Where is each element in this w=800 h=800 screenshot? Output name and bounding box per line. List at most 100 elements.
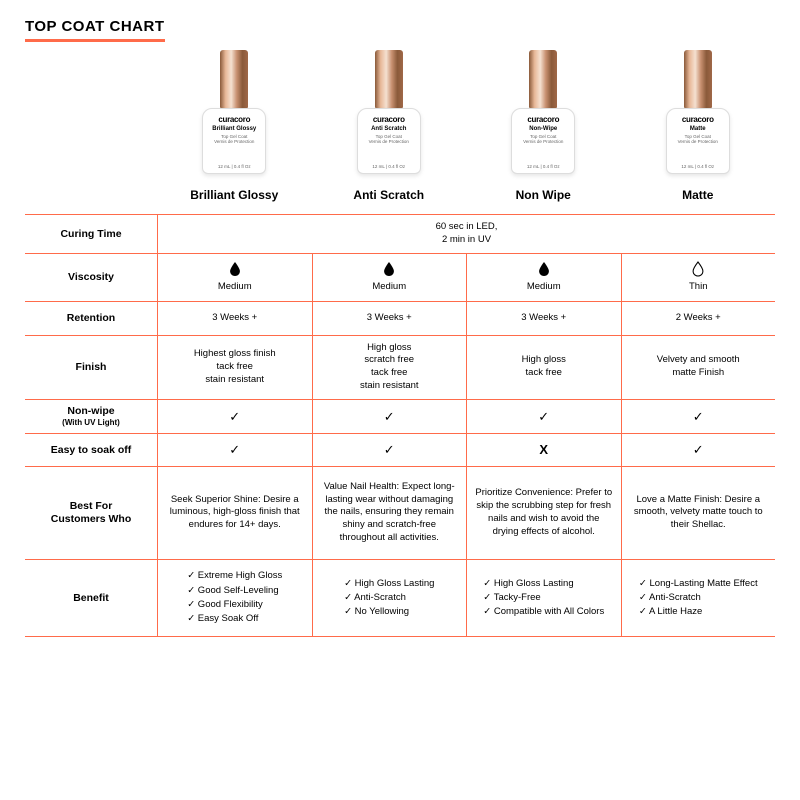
bottle-body-icon: curacoro Matte Top Gel CoatVernis de Pro… [666, 108, 730, 174]
benefit-list: ✓ Long-Lasting Matte Effect✓ Anti-Scratc… [639, 577, 758, 620]
bestfor-3: Love a Matte Finish: Desire a smooth, ve… [621, 467, 776, 559]
row-label-curing: Curing Time [25, 214, 157, 253]
finish-1: High gloss scratch free tack free stain … [312, 335, 467, 399]
chart-title: TOP COAT CHART [25, 18, 165, 42]
viscosity-3: Thin [621, 253, 776, 301]
retention-2: 3 Weeks + [466, 301, 621, 335]
viscosity-text: Thin [689, 281, 707, 294]
retention-3: 2 Weeks + [621, 301, 776, 335]
bottle-sub: Top Gel CoatVernis de Protection [515, 134, 571, 145]
product-name-2: Non Wipe [466, 180, 621, 214]
nonwipe-label: Non-wipe [25, 405, 157, 418]
soak-1: ✓ [312, 433, 467, 467]
row-label-nonwipe: Non-wipe (With UV Light) [25, 399, 157, 433]
product-name-3: Matte [621, 180, 776, 214]
retention-0: 3 Weeks + [157, 301, 312, 335]
bottle-body-icon: curacoro Non-Wipe Top Gel CoatVernis de … [511, 108, 575, 174]
bottle-size: 12 mL | 0.4 fl Oz [203, 164, 265, 169]
bestfor-2: Prioritize Convenience: Prefer to skip t… [466, 467, 621, 559]
bottle-2: curacoro Non-Wipe Top Gel CoatVernis de … [466, 50, 621, 174]
nonwipe-1: ✓ [312, 399, 467, 433]
viscosity-2: Medium [466, 253, 621, 301]
drop-icon [382, 260, 396, 278]
soak-0: ✓ [157, 433, 312, 467]
bottle-brand: curacoro [670, 115, 726, 124]
retention-1: 3 Weeks + [312, 301, 467, 335]
bottle-brand: curacoro [206, 115, 262, 124]
viscosity-0: Medium [157, 253, 312, 301]
header-spacer [25, 50, 157, 214]
viscosity-text: Medium [372, 281, 406, 294]
benefit-item: ✓ High Gloss Lasting [483, 577, 604, 591]
benefit-item: ✓ Tacky-Free [483, 591, 604, 605]
row-label-viscosity: Viscosity [25, 253, 157, 301]
bottle-type: Matte [670, 126, 726, 132]
product-col-0: curacoro Brilliant Glossy Top Gel CoatVe… [157, 50, 312, 214]
soak-2: X [466, 433, 621, 467]
bottle-type: Anti Scratch [361, 126, 417, 132]
soak-3: ✓ [621, 433, 776, 467]
row-label-benefit: Benefit [25, 559, 157, 637]
nonwipe-3: ✓ [621, 399, 776, 433]
benefit-item: ✓ No Yellowing [344, 605, 434, 619]
benefit-item: ✓ Compatible with All Colors [483, 605, 604, 619]
bestfor-0: Seek Superior Shine: Desire a luminous, … [157, 467, 312, 559]
bottle-sub: Top Gel CoatVernis de Protection [670, 134, 726, 145]
drop-icon [228, 260, 242, 278]
benefit-list: ✓ High Gloss Lasting✓ Anti-Scratch✓ No Y… [344, 577, 434, 620]
benefit-item: ✓ Good Flexibility [187, 598, 282, 612]
benefit-item: ✓ Anti-Scratch [344, 591, 434, 605]
product-name-1: Anti Scratch [312, 180, 467, 214]
finish-3: Velvety and smooth matte Finish [621, 335, 776, 399]
product-name-0: Brilliant Glossy [157, 180, 312, 214]
bottle-type: Brilliant Glossy [206, 126, 262, 132]
bottle-body-icon: curacoro Brilliant Glossy Top Gel CoatVe… [202, 108, 266, 174]
bottle-size: 12 mL | 0.4 fl Oz [358, 164, 420, 169]
product-col-1: curacoro Anti Scratch Top Gel CoatVernis… [312, 50, 467, 214]
benefit-item: ✓ Good Self-Leveling [187, 584, 282, 598]
nonwipe-0: ✓ [157, 399, 312, 433]
bestfor-1: Value Nail Health: Expect long-lasting w… [312, 467, 467, 559]
benefit-3: ✓ Long-Lasting Matte Effect✓ Anti-Scratc… [621, 559, 776, 637]
bottle-cap-icon [375, 50, 403, 108]
benefit-2: ✓ High Gloss Lasting✓ Tacky-Free✓ Compat… [466, 559, 621, 637]
finish-0: Highest gloss finish tack free stain res… [157, 335, 312, 399]
row-label-bestfor: Best For Customers Who [25, 467, 157, 559]
nonwipe-sublabel: (With UV Light) [25, 418, 157, 428]
viscosity-text: Medium [218, 281, 252, 294]
bottle-sub: Top Gel CoatVernis de Protection [361, 134, 417, 145]
curing-value: 60 sec in LED, 2 min in UV [157, 214, 775, 253]
row-label-finish: Finish [25, 335, 157, 399]
drop-icon [691, 260, 705, 278]
benefit-item: ✓ Easy Soak Off [187, 612, 282, 626]
row-label-soak: Easy to soak off [25, 433, 157, 467]
benefit-item: ✓ Extreme High Gloss [187, 569, 282, 583]
benefit-item: ✓ A Little Haze [639, 605, 758, 619]
benefit-0: ✓ Extreme High Gloss✓ Good Self-Leveling… [157, 559, 312, 637]
benefit-item: ✓ High Gloss Lasting [344, 577, 434, 591]
bottle-3: curacoro Matte Top Gel CoatVernis de Pro… [621, 50, 776, 174]
bottle-sub: Top Gel CoatVernis de Protection [206, 134, 262, 145]
bottle-type: Non-Wipe [515, 126, 571, 132]
bottle-size: 12 mL | 0.4 fl Oz [667, 164, 729, 169]
benefit-list: ✓ High Gloss Lasting✓ Tacky-Free✓ Compat… [483, 577, 604, 620]
nonwipe-2: ✓ [466, 399, 621, 433]
product-col-3: curacoro Matte Top Gel CoatVernis de Pro… [621, 50, 776, 214]
bottle-body-icon: curacoro Anti Scratch Top Gel CoatVernis… [357, 108, 421, 174]
product-col-2: curacoro Non-Wipe Top Gel CoatVernis de … [466, 50, 621, 214]
benefit-item: ✓ Anti-Scratch [639, 591, 758, 605]
bottle-cap-icon [220, 50, 248, 108]
benefit-1: ✓ High Gloss Lasting✓ Anti-Scratch✓ No Y… [312, 559, 467, 637]
benefit-item: ✓ Long-Lasting Matte Effect [639, 577, 758, 591]
drop-icon [537, 260, 551, 278]
bottle-1: curacoro Anti Scratch Top Gel CoatVernis… [312, 50, 467, 174]
comparison-grid: curacoro Brilliant Glossy Top Gel CoatVe… [25, 50, 775, 637]
finish-2: High gloss tack free [466, 335, 621, 399]
bottle-size: 12 mL | 0.4 fl Oz [512, 164, 574, 169]
bottle-0: curacoro Brilliant Glossy Top Gel CoatVe… [157, 50, 312, 174]
bottle-cap-icon [529, 50, 557, 108]
benefit-list: ✓ Extreme High Gloss✓ Good Self-Leveling… [187, 569, 282, 626]
bottle-brand: curacoro [361, 115, 417, 124]
bottle-brand: curacoro [515, 115, 571, 124]
row-label-retention: Retention [25, 301, 157, 335]
